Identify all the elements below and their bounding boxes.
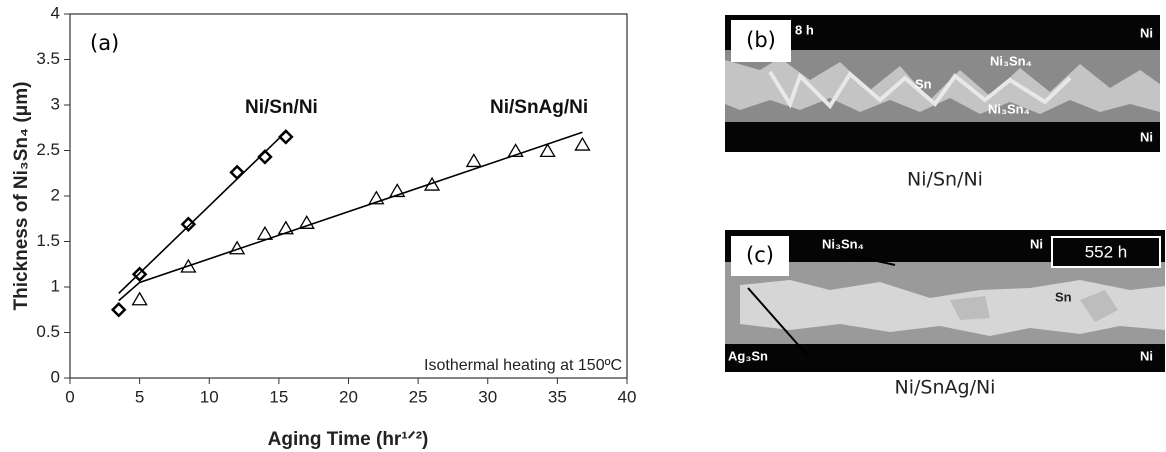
micrograph-label: 8 h bbox=[795, 22, 814, 37]
micrograph-label: Ni bbox=[1140, 129, 1153, 144]
x-tick-label: 40 bbox=[618, 387, 637, 406]
micrograph-label: 552 h bbox=[1085, 242, 1128, 261]
y-tick-label: 0.5 bbox=[36, 322, 60, 341]
series-label: Ni/SnAg/Ni bbox=[490, 97, 588, 118]
micrograph-label: Ni bbox=[1030, 236, 1043, 251]
caption: Ni/SnAg/Ni bbox=[895, 377, 996, 399]
data-point bbox=[182, 218, 194, 230]
fit-line bbox=[119, 132, 583, 300]
data-point bbox=[258, 227, 272, 239]
x-tick-label: 10 bbox=[200, 387, 219, 406]
micrograph-label: Ni₃Sn₄ bbox=[988, 101, 1030, 116]
y-tick-label: 4 bbox=[51, 3, 60, 22]
y-tick-label: 0 bbox=[51, 367, 60, 386]
x-tick-label: 35 bbox=[548, 387, 567, 406]
data-point bbox=[113, 304, 125, 316]
micrograph-label: Ni₃Sn₄ bbox=[822, 236, 864, 251]
y-tick-label: 1 bbox=[51, 276, 60, 295]
x-tick-label: 20 bbox=[339, 387, 358, 406]
y-axis-label: Thickness of Ni₃Sn₄ (μm) bbox=[11, 82, 32, 311]
y-tick-label: 3 bbox=[51, 94, 60, 113]
x-axis-label: Aging Time (hr¹ᐟ²) bbox=[268, 429, 429, 450]
figure: (b) 8 h Ni Ni₃Sn₄ Sn Ni₃Sn₄ Ni Ni/Sn/Ni … bbox=[0, 0, 1166, 452]
data-point bbox=[467, 154, 481, 166]
y-tick-label: 2.5 bbox=[36, 140, 60, 159]
y-tick-label: 3.5 bbox=[36, 49, 60, 68]
panel-label: (b) bbox=[746, 28, 776, 52]
x-tick-label: 15 bbox=[269, 387, 288, 406]
micrograph-label: Sn bbox=[915, 76, 932, 91]
y-tick-label: 2 bbox=[51, 185, 60, 204]
x-tick-label: 5 bbox=[135, 387, 144, 406]
micrograph-label: Ni bbox=[1140, 348, 1153, 363]
data-point bbox=[133, 293, 147, 305]
micrograph-label: Ni bbox=[1140, 25, 1153, 40]
y-tick-label: 1.5 bbox=[36, 231, 60, 250]
plot-frame bbox=[70, 14, 627, 378]
micrograph-label: Ag₃Sn bbox=[728, 348, 768, 363]
x-tick-label: 30 bbox=[478, 387, 497, 406]
x-tick-label: 0 bbox=[65, 387, 74, 406]
x-tick-label: 25 bbox=[409, 387, 428, 406]
micrograph-label: Ni₃Sn₄ bbox=[990, 53, 1032, 68]
data-point bbox=[575, 138, 589, 150]
data-point bbox=[231, 166, 243, 178]
caption: Ni/Sn/Ni bbox=[907, 169, 983, 191]
series-label: Ni/Sn/Ni bbox=[245, 97, 318, 118]
panel-label: (a) bbox=[90, 31, 119, 55]
micrograph-label: Sn bbox=[1055, 289, 1072, 304]
annotation: Isothermal heating at 150ºC bbox=[424, 357, 622, 374]
panel-label: (c) bbox=[746, 243, 774, 267]
micrograph-b bbox=[725, 15, 1160, 152]
